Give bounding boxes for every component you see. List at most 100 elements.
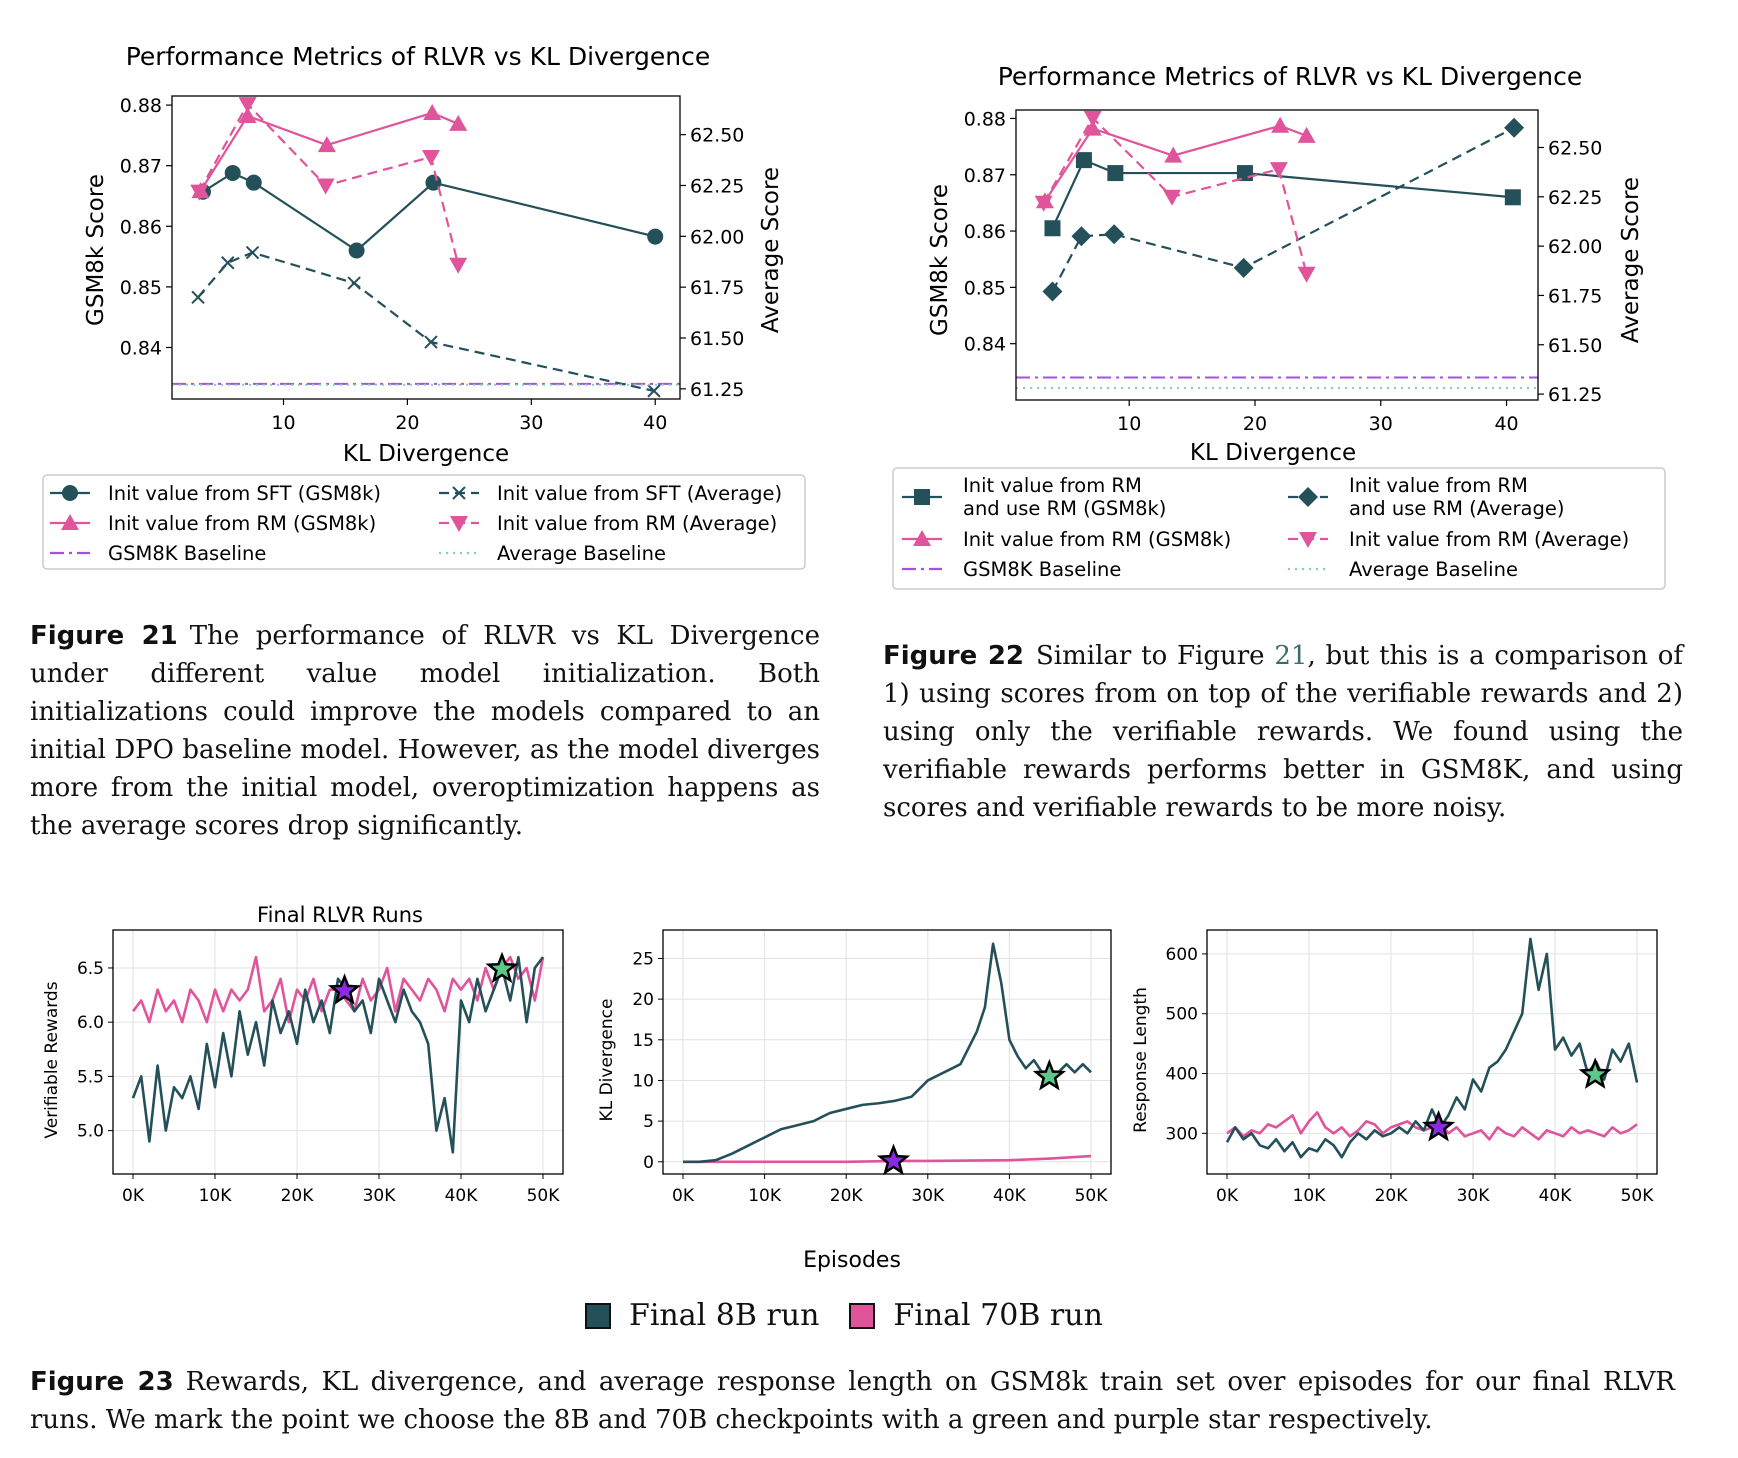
x-tick-label: 20 <box>1243 413 1267 435</box>
chart-title: Performance Metrics of RLVR vs KL Diverg… <box>998 62 1583 91</box>
x-tick-label: 10 <box>271 412 295 434</box>
data-point <box>421 150 440 167</box>
x-tick-label: 10K <box>199 1186 233 1206</box>
y-tick-label-right: 61.50 <box>1548 335 1602 357</box>
data-point <box>1083 110 1102 127</box>
x-tick-label: 40 <box>1494 413 1518 435</box>
legend-handle-marker <box>914 489 930 505</box>
data-point <box>1271 116 1290 133</box>
x-tick-label: 50K <box>527 1186 561 1206</box>
legend-label-8b: Final 8B run <box>629 1298 820 1333</box>
y-tick-label-left: 0.88 <box>964 108 1006 130</box>
x-tick-label: 40K <box>445 1186 479 1206</box>
figure-21-chart: Performance Metrics of RLVR vs KL Diverg… <box>42 42 806 570</box>
x-tick-label: 20K <box>1375 1186 1409 1206</box>
y-tick-label-right: 62.25 <box>1548 187 1602 209</box>
legend-label: GSM8K Baseline <box>963 558 1121 581</box>
data-point <box>1034 195 1053 212</box>
chart-title: Final RLVR Runs <box>257 903 423 927</box>
plot-frame <box>662 929 1112 1175</box>
green-star-icon <box>485 951 519 984</box>
data-point <box>1162 189 1181 206</box>
legend-label-70b: Final 70B run <box>893 1298 1103 1333</box>
figure-label: Figure 21 <box>30 621 178 651</box>
data-point <box>245 245 260 260</box>
x-tick-label: 50K <box>1075 1186 1109 1206</box>
legend-handle-marker <box>62 485 78 501</box>
legend-label: Init value from RM (GSM8k) <box>108 512 376 535</box>
caption-text: The performance of RLVR vs KL Divergence… <box>30 621 820 841</box>
x-tick-label: 30 <box>1369 413 1393 435</box>
figure-22-chart: Performance Metrics of RLVR vs KL Diverg… <box>892 62 1666 590</box>
caption-text: , but this is a comparison of 1) using s… <box>883 641 1683 823</box>
legend-label: Init value from RM (Average) <box>497 512 777 535</box>
data-point <box>647 228 664 245</box>
data-point <box>1044 220 1061 237</box>
purple-star-icon <box>876 1143 911 1176</box>
data-point <box>191 290 205 305</box>
y-tick-label: 0 <box>643 1153 654 1173</box>
x-tick-label: 40K <box>993 1186 1027 1206</box>
y-tick-label-left: 0.87 <box>964 165 1006 187</box>
y-tick-label-right: 61.25 <box>1548 384 1602 406</box>
purple-star-icon <box>327 973 362 1005</box>
y-tick-label-right: 61.75 <box>690 277 744 299</box>
purple-star-icon <box>1421 1109 1456 1142</box>
data-point <box>1075 152 1092 169</box>
x-tick-label: 50K <box>1621 1186 1655 1206</box>
figure-label: Figure 23 <box>30 1367 174 1397</box>
data-point <box>221 256 235 270</box>
data-point <box>1504 189 1521 206</box>
figure-21-caption: Figure 21 The performance of RLVR vs KL D… <box>30 617 820 845</box>
y-tick-label-left: 0.88 <box>120 95 162 117</box>
y-tick-label: 5.5 <box>77 1067 104 1087</box>
figure-23-caption: Figure 23 Rewards, KL divergence, and ave… <box>30 1363 1675 1439</box>
y-tick-label: 6.5 <box>77 959 104 979</box>
data-point <box>348 242 365 259</box>
legend-label: and use RM (Average) <box>1349 497 1564 520</box>
data-point <box>1504 117 1525 138</box>
data-point <box>238 97 257 114</box>
legend-handle-marker <box>450 516 468 532</box>
y-tick-label-right: 62.50 <box>690 125 744 147</box>
series-8b-line <box>683 942 1092 1164</box>
y-tick-label-left: 0.87 <box>120 156 162 178</box>
y-tick-label: 600 <box>1166 945 1198 965</box>
plot-frame <box>171 95 681 400</box>
x-axis-label: Episodes <box>803 1248 901 1273</box>
y-tick-label-left: 0.85 <box>964 277 1006 299</box>
y-tick-label: 500 <box>1166 1005 1198 1025</box>
y-tick-label-right: 61.50 <box>690 328 744 350</box>
y-axis-label-right: Average Score <box>1618 177 1644 343</box>
y-axis-label-right: Average Score <box>758 167 784 333</box>
figure-reference-link[interactable]: 21 <box>1274 641 1308 671</box>
caption-text: Rewards, KL divergence, and average resp… <box>30 1367 1675 1435</box>
data-point <box>1269 162 1288 179</box>
legend-swatch-70b <box>849 1302 876 1329</box>
data-point <box>1083 119 1102 136</box>
x-axis-label: KL Divergence <box>343 441 509 467</box>
legend-handle-marker <box>913 530 931 546</box>
x-tick-label: 0K <box>122 1186 145 1206</box>
data-point <box>224 164 241 181</box>
chart-title: Performance Metrics of RLVR vs KL Diverg… <box>126 42 711 71</box>
y-tick-label-right: 62.25 <box>690 175 744 197</box>
y-tick-label: 5 <box>643 1112 654 1132</box>
figure-22-caption: Figure 22 Similar to Figure 21, but this … <box>883 637 1683 827</box>
legend-handle-marker <box>61 514 79 530</box>
data-point <box>316 178 335 195</box>
y-tick-label-left: 0.86 <box>120 216 162 238</box>
x-tick-label: 40K <box>1539 1186 1573 1206</box>
x-tick-label: 20 <box>395 412 419 434</box>
legend: Init value from RM and use RM (GSM8k) In… <box>892 467 1666 590</box>
y-tick-label: 6.0 <box>77 1013 104 1033</box>
x-tick-label: 30K <box>363 1186 397 1206</box>
legend-label: Init value from SFT (GSM8k) <box>108 482 381 505</box>
y-tick-label-left: 0.84 <box>964 334 1006 356</box>
figure-23-chart: Final RLVR Runs 0K 10K 20K 30K 40K 50K5.05.56… <box>42 903 1658 1273</box>
legend-label: Init value from RM <box>963 474 1142 497</box>
y-tick-label-right: 62.00 <box>690 226 744 248</box>
legend-label: Init value from RM (Average) <box>1349 528 1629 551</box>
series-70b-line <box>683 1154 1092 1164</box>
y-axis-label-left: GSM8k Score <box>927 184 953 336</box>
